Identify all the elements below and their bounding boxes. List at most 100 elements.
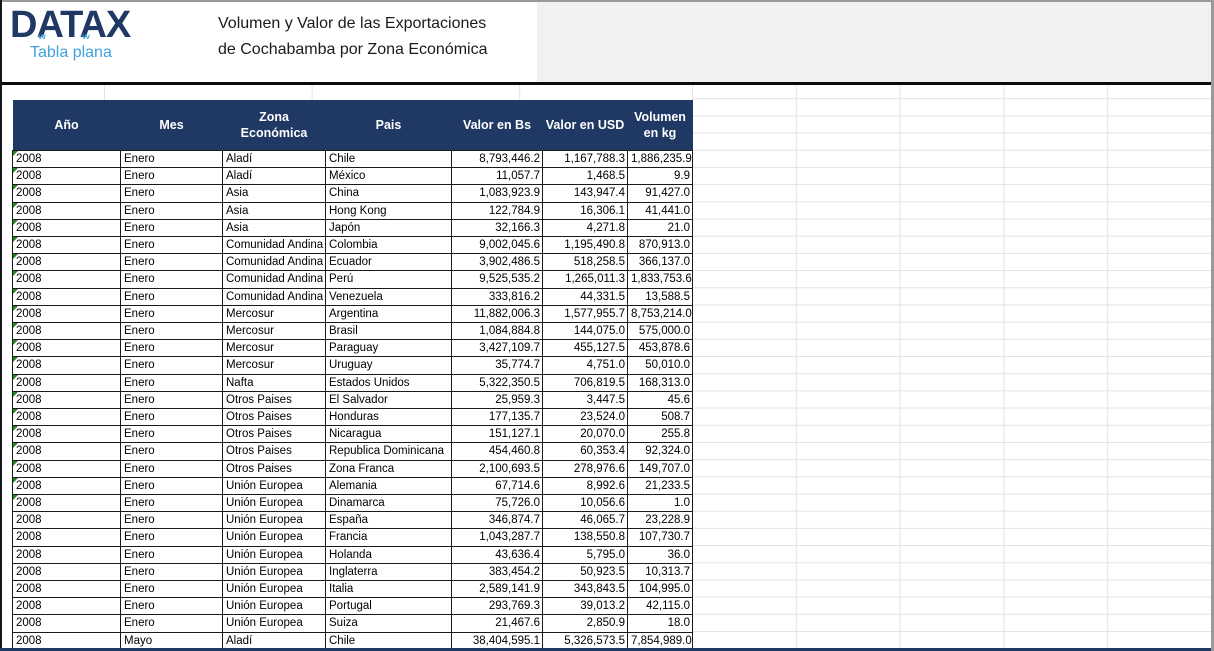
- cell-kg[interactable]: 92,324.0: [627, 442, 693, 461]
- cell-kg[interactable]: 1,886,235.9: [627, 149, 693, 169]
- cell-bs[interactable]: 32,166.3: [451, 218, 543, 238]
- cell-bs[interactable]: 21,467.6: [451, 614, 543, 633]
- cell-kg[interactable]: 453,878.6: [627, 339, 693, 358]
- column-header-zona[interactable]: Zona Económica: [222, 100, 326, 151]
- cell-usd[interactable]: 4,271.8: [542, 218, 628, 238]
- cell-kg[interactable]: 1,833,753.6: [627, 270, 693, 289]
- cell-ano[interactable]: 2008: [12, 631, 121, 650]
- cell-bs[interactable]: 3,902,486.5: [451, 253, 543, 272]
- cell-kg[interactable]: 7,854,989.0: [627, 631, 693, 650]
- cell-pais[interactable]: Uruguay: [325, 356, 452, 375]
- cell-ano[interactable]: 2008: [12, 597, 121, 616]
- cell-usd[interactable]: 1,468.5: [542, 167, 628, 186]
- cell-usd[interactable]: 1,265,011.3: [542, 270, 628, 289]
- cell-mes[interactable]: Enero: [120, 253, 223, 272]
- column-header-usd[interactable]: Valor en USD: [542, 100, 628, 151]
- cell-usd[interactable]: 60,353.4: [542, 442, 628, 461]
- cell-mes[interactable]: Enero: [120, 373, 223, 392]
- cell-mes[interactable]: Enero: [120, 184, 223, 203]
- cell-ano[interactable]: 2008: [12, 476, 121, 496]
- cell-kg[interactable]: 149,707.0: [627, 459, 693, 478]
- cell-zona[interactable]: Comunidad Andina: [222, 270, 326, 289]
- cell-kg[interactable]: 575,000.0: [627, 322, 693, 341]
- cell-mes[interactable]: Enero: [120, 580, 223, 599]
- cell-usd[interactable]: 46,065.7: [542, 511, 628, 530]
- cell-zona[interactable]: Unión Europea: [222, 597, 326, 616]
- cell-mes[interactable]: Enero: [120, 562, 223, 582]
- cell-kg[interactable]: 91,427.0: [627, 184, 693, 203]
- cell-zona[interactable]: Unión Europea: [222, 511, 326, 530]
- cell-bs[interactable]: 122,784.9: [451, 201, 543, 220]
- cell-pais[interactable]: Hong Kong: [325, 201, 452, 220]
- column-header-ano[interactable]: Año: [12, 100, 121, 151]
- cell-ano[interactable]: 2008: [12, 149, 121, 169]
- cell-pais[interactable]: Alemania: [325, 476, 452, 496]
- cell-kg[interactable]: 1.0: [627, 494, 693, 513]
- cell-zona[interactable]: Comunidad Andina: [222, 287, 326, 306]
- cell-kg[interactable]: 21,233.5: [627, 476, 693, 496]
- cell-bs[interactable]: 3,427,109.7: [451, 339, 543, 358]
- cell-usd[interactable]: 144,075.0: [542, 322, 628, 341]
- cell-usd[interactable]: 1,195,490.8: [542, 236, 628, 255]
- cell-bs[interactable]: 9,525,535.2: [451, 270, 543, 289]
- cell-ano[interactable]: 2008: [12, 304, 121, 324]
- cell-ano[interactable]: 2008: [12, 253, 121, 272]
- cell-usd[interactable]: 706,819.5: [542, 373, 628, 392]
- cell-ano[interactable]: 2008: [12, 580, 121, 599]
- cell-bs[interactable]: 38,404,595.1: [451, 631, 543, 650]
- cell-mes[interactable]: Enero: [120, 201, 223, 220]
- cell-usd[interactable]: 518,258.5: [542, 253, 628, 272]
- cell-bs[interactable]: 11,882,006.3: [451, 304, 543, 324]
- cell-bs[interactable]: 346,874.7: [451, 511, 543, 530]
- cell-usd[interactable]: 50,923.5: [542, 562, 628, 582]
- cell-ano[interactable]: 2008: [12, 236, 121, 255]
- cell-ano[interactable]: 2008: [12, 408, 121, 427]
- cell-kg[interactable]: 508.7: [627, 408, 693, 427]
- cell-bs[interactable]: 9,002,045.6: [451, 236, 543, 255]
- cell-ano[interactable]: 2008: [12, 459, 121, 478]
- cell-zona[interactable]: Asia: [222, 201, 326, 220]
- cell-kg[interactable]: 13,588.5: [627, 287, 693, 306]
- cell-usd[interactable]: 16,306.1: [542, 201, 628, 220]
- cell-usd[interactable]: 5,795.0: [542, 545, 628, 564]
- cell-usd[interactable]: 1,167,788.3: [542, 149, 628, 169]
- cell-mes[interactable]: Enero: [120, 425, 223, 444]
- cell-kg[interactable]: 41,441.0: [627, 201, 693, 220]
- cell-mes[interactable]: Enero: [120, 442, 223, 461]
- cell-bs[interactable]: 1,084,884.8: [451, 322, 543, 341]
- cell-mes[interactable]: Enero: [120, 476, 223, 496]
- cell-usd[interactable]: 10,056.6: [542, 494, 628, 513]
- cell-usd[interactable]: 343,843.5: [542, 580, 628, 599]
- cell-ano[interactable]: 2008: [12, 494, 121, 513]
- cell-usd[interactable]: 4,751.0: [542, 356, 628, 375]
- cell-bs[interactable]: 67,714.6: [451, 476, 543, 496]
- cell-pais[interactable]: Holanda: [325, 545, 452, 564]
- cell-pais[interactable]: Estados Unidos: [325, 373, 452, 392]
- cell-zona[interactable]: Unión Europea: [222, 562, 326, 582]
- cell-pais[interactable]: Ecuador: [325, 253, 452, 272]
- cell-zona[interactable]: Aladí: [222, 167, 326, 186]
- column-header-pais[interactable]: Pais: [325, 100, 452, 151]
- cell-kg[interactable]: 9.9: [627, 167, 693, 186]
- cell-zona[interactable]: Unión Europea: [222, 580, 326, 599]
- cell-zona[interactable]: Unión Europea: [222, 614, 326, 633]
- cell-pais[interactable]: El Salvador: [325, 390, 452, 410]
- cell-usd[interactable]: 3,447.5: [542, 390, 628, 410]
- cell-zona[interactable]: Unión Europea: [222, 545, 326, 564]
- cell-ano[interactable]: 2008: [12, 167, 121, 186]
- cell-kg[interactable]: 104,995.0: [627, 580, 693, 599]
- cell-pais[interactable]: México: [325, 167, 452, 186]
- cell-kg[interactable]: 168,313.0: [627, 373, 693, 392]
- cell-kg[interactable]: 107,730.7: [627, 528, 693, 547]
- cell-mes[interactable]: Enero: [120, 390, 223, 410]
- cell-ano[interactable]: 2008: [12, 373, 121, 392]
- cell-pais[interactable]: Francia: [325, 528, 452, 547]
- cell-ano[interactable]: 2008: [12, 425, 121, 444]
- cell-pais[interactable]: Venezuela: [325, 287, 452, 306]
- cell-mes[interactable]: Enero: [120, 287, 223, 306]
- cell-mes[interactable]: Enero: [120, 545, 223, 564]
- cell-pais[interactable]: Brasil: [325, 322, 452, 341]
- cell-mes[interactable]: Mayo: [120, 631, 223, 650]
- cell-usd[interactable]: 455,127.5: [542, 339, 628, 358]
- cell-zona[interactable]: Unión Europea: [222, 528, 326, 547]
